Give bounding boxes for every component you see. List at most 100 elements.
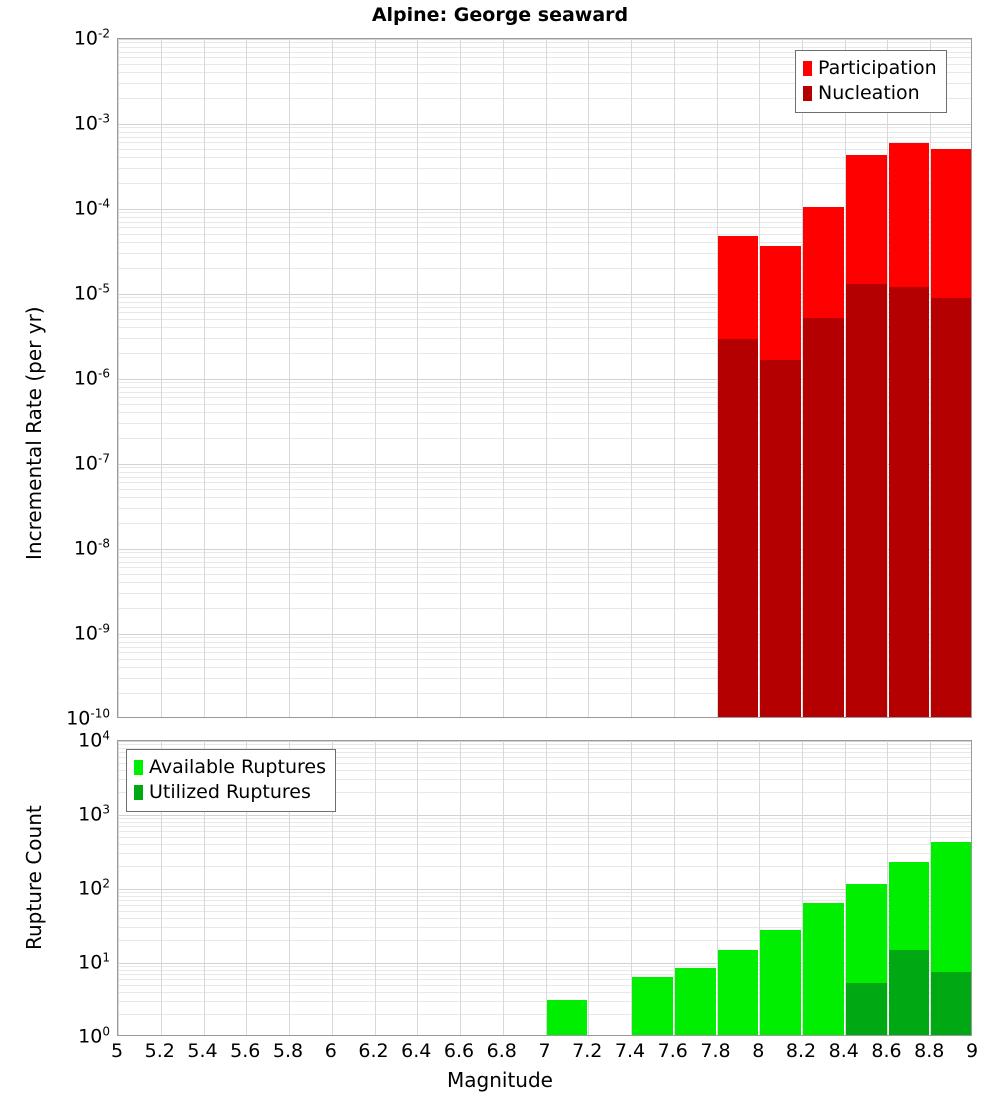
gridline-h	[118, 927, 971, 929]
legend-label-participation: Participation	[818, 57, 937, 79]
gridline-h	[118, 216, 971, 218]
gridline-h	[118, 489, 971, 491]
gridline-v	[246, 741, 247, 1035]
gridline-h	[118, 352, 971, 354]
x-tick-label: 5	[110, 1040, 124, 1062]
gridline-h	[118, 910, 971, 912]
gridline-h	[118, 821, 971, 823]
gridline-h	[118, 182, 971, 184]
gridline-h	[118, 962, 971, 964]
legend-label-utilized: Utilized Ruptures	[149, 781, 311, 803]
bar-utilized-ruptures	[931, 972, 971, 1035]
y-tick-label: 104	[78, 728, 110, 752]
y-tick-label: 10-9	[73, 621, 110, 645]
gridline-h	[118, 814, 971, 816]
gridline-v	[375, 741, 376, 1035]
gridline-v	[631, 741, 632, 1035]
gridline-v	[289, 741, 290, 1035]
gridline-h	[118, 437, 971, 439]
x-tick-label: 6.8	[486, 1040, 517, 1062]
gridline-h	[118, 836, 971, 838]
gridline-h	[118, 482, 971, 484]
y-tick-label: 103	[78, 802, 110, 826]
gridline-h	[118, 386, 971, 388]
gridline-h	[118, 467, 971, 469]
gridline-h	[118, 522, 971, 524]
gridline-h	[118, 779, 971, 781]
gridline-h	[118, 866, 971, 868]
gridline-h	[118, 72, 971, 74]
y-tick-label: 102	[78, 876, 110, 900]
x-tick-label: 7.4	[614, 1040, 646, 1062]
legend-swatch-available	[134, 760, 143, 775]
gridline-h	[118, 899, 971, 901]
gridline-v	[204, 741, 205, 1035]
gridline-h	[118, 888, 971, 890]
bar-utilized-ruptures	[888, 950, 930, 1035]
gridline-h	[118, 382, 971, 384]
y-tick-label: 10-7	[73, 451, 110, 475]
top-bars	[118, 39, 971, 717]
x-tick-label: 5.4	[187, 1040, 218, 1062]
gridline-v	[717, 741, 718, 1035]
gridline-v	[503, 39, 504, 717]
gridline-h	[118, 319, 971, 321]
gridline-h	[118, 142, 971, 144]
x-tick-label: 8.6	[871, 1040, 902, 1062]
x-tick-label: 5.2	[144, 1040, 175, 1062]
x-tick-label: 8.2	[785, 1040, 817, 1062]
gridline-v	[375, 39, 376, 717]
bottom-legend: Available Ruptures Utilized Ruptures	[126, 749, 336, 812]
gridline-h	[118, 51, 971, 53]
bar-available-ruptures	[632, 977, 673, 1035]
gridline-v	[417, 741, 418, 1035]
gridline-h	[118, 252, 971, 254]
gridline-h	[118, 895, 971, 897]
gridline-h	[118, 82, 971, 84]
bottom-gridlines	[118, 741, 971, 1035]
bar-nucleation	[845, 283, 887, 717]
gridline-v	[845, 39, 846, 717]
gridline-h	[118, 64, 971, 66]
gridline-h	[118, 747, 971, 749]
gridline-v	[631, 39, 632, 717]
gridline-v	[887, 39, 888, 717]
gridline-h	[118, 843, 971, 845]
gridline-v	[161, 39, 162, 717]
x-tick-label: 7.6	[657, 1040, 688, 1062]
gridline-h	[118, 940, 971, 942]
gridline-h	[118, 853, 971, 855]
gridline-h	[118, 242, 971, 244]
bar-available-ruptures	[546, 999, 588, 1035]
legend-item-participation: Participation	[803, 56, 937, 81]
bar-nucleation	[803, 317, 844, 717]
gridline-h	[118, 136, 971, 138]
legend-label-nucleation: Nucleation	[818, 82, 920, 104]
gridline-h	[118, 592, 971, 594]
bar-available-ruptures	[674, 968, 716, 1035]
gridline-h	[118, 965, 971, 967]
gridline-v	[118, 741, 119, 1035]
gridline-v	[759, 39, 760, 717]
gridline-h	[118, 556, 971, 558]
gridline-h	[118, 667, 971, 669]
bar-available-ruptures	[717, 950, 759, 1035]
x-tick-label: 8.4	[828, 1040, 859, 1062]
gridline-h	[118, 891, 971, 893]
top-plot-area	[117, 38, 972, 718]
gridline-v	[546, 741, 547, 1035]
gridline-h	[118, 42, 971, 44]
legend-swatch-participation	[803, 61, 812, 76]
top-gridlines	[118, 39, 971, 717]
gridline-v	[930, 39, 931, 717]
gridline-h	[118, 208, 971, 210]
gridline-h	[118, 422, 971, 424]
gridline-h	[118, 548, 971, 550]
bar-utilized-ruptures	[845, 983, 887, 1035]
gridline-h	[118, 552, 971, 554]
page-title: Alpine: George seaward	[371, 4, 629, 26]
gridline-h	[118, 293, 971, 295]
gridline-h	[118, 567, 971, 569]
gridline-h	[118, 123, 971, 125]
gridline-h	[118, 659, 971, 661]
